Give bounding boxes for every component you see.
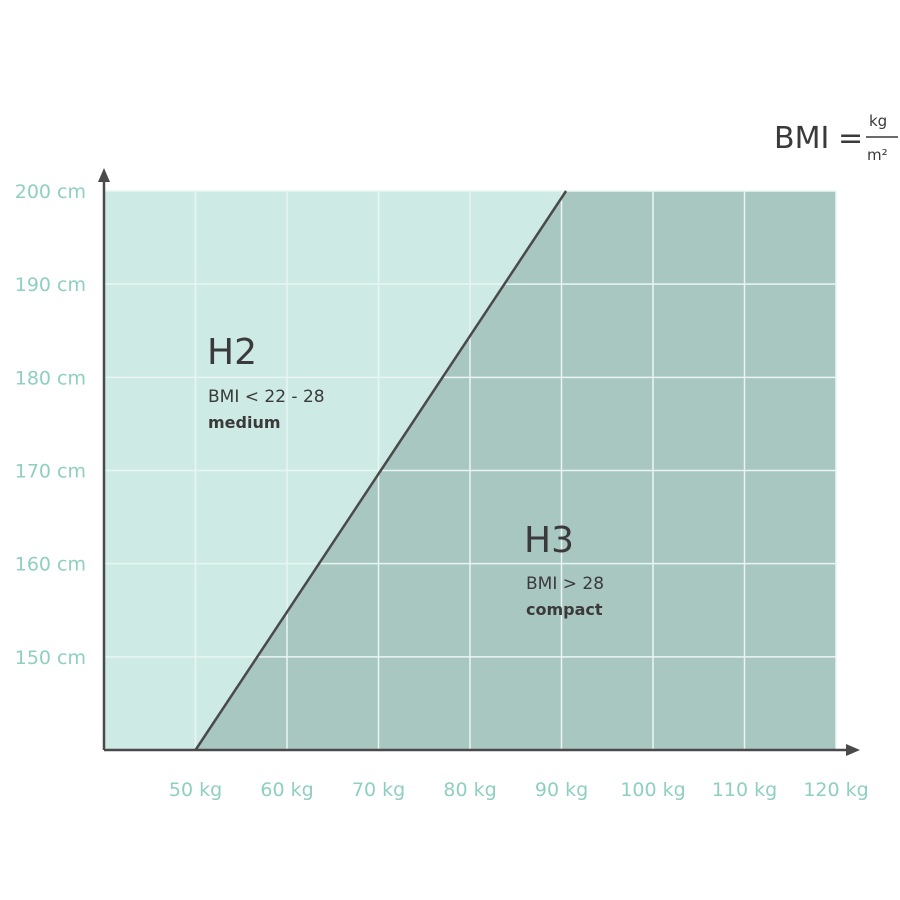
y-axis-arrow-icon bbox=[98, 168, 110, 182]
region-h3-title: H3 bbox=[524, 520, 574, 561]
x-tick-label: 120 kg bbox=[803, 779, 868, 801]
region-h3-bmi: BMI > 28 bbox=[526, 574, 604, 594]
y-tick-label: 190 cm bbox=[15, 274, 86, 296]
axes bbox=[98, 168, 860, 756]
x-tick-label: 50 kg bbox=[169, 779, 222, 801]
grid bbox=[104, 190, 837, 750]
x-tick-label: 100 kg bbox=[620, 779, 685, 801]
x-tick-label: 60 kg bbox=[260, 779, 313, 801]
x-tick-label: 80 kg bbox=[443, 779, 496, 801]
formula-denominator: m² bbox=[867, 146, 888, 164]
formula-lhs: BMI bbox=[774, 121, 829, 156]
y-tick-label: 170 cm bbox=[15, 461, 86, 483]
y-tick-label: 150 cm bbox=[15, 647, 86, 669]
x-tick-label: 90 kg bbox=[535, 779, 588, 801]
y-tick-label: 160 cm bbox=[15, 554, 86, 576]
formula-numerator: kg bbox=[869, 112, 887, 130]
bmi-formula: BMI = kg m² bbox=[774, 112, 898, 164]
x-tick-label: 110 kg bbox=[712, 779, 777, 801]
region-h2-title: H2 bbox=[207, 332, 257, 373]
region-h2-label: medium bbox=[208, 413, 281, 432]
formula-equals: = bbox=[838, 121, 863, 156]
y-tick-label: 200 cm bbox=[15, 181, 86, 203]
x-axis-arrow-icon bbox=[846, 744, 860, 756]
y-tick-label: 180 cm bbox=[15, 367, 86, 389]
region-h3-label: compact bbox=[526, 600, 603, 619]
x-tick-label: 70 kg bbox=[352, 779, 405, 801]
region-h2-label-group: H2 BMI < 22 - 28 medium bbox=[207, 332, 325, 432]
bmi-boundary-line bbox=[194, 190, 568, 751]
x-tick-labels: 50 kg 60 kg 70 kg 80 kg 90 kg 100 kg 110 kg 120… bbox=[169, 779, 869, 801]
region-h2-bmi: BMI < 22 - 28 bbox=[208, 387, 325, 407]
y-tick-labels: 150 cm 160 cm 170 cm 180 cm 190 cm 200 cm bbox=[15, 181, 86, 669]
region-h3-label-group: H3 BMI > 28 compact bbox=[524, 520, 604, 619]
